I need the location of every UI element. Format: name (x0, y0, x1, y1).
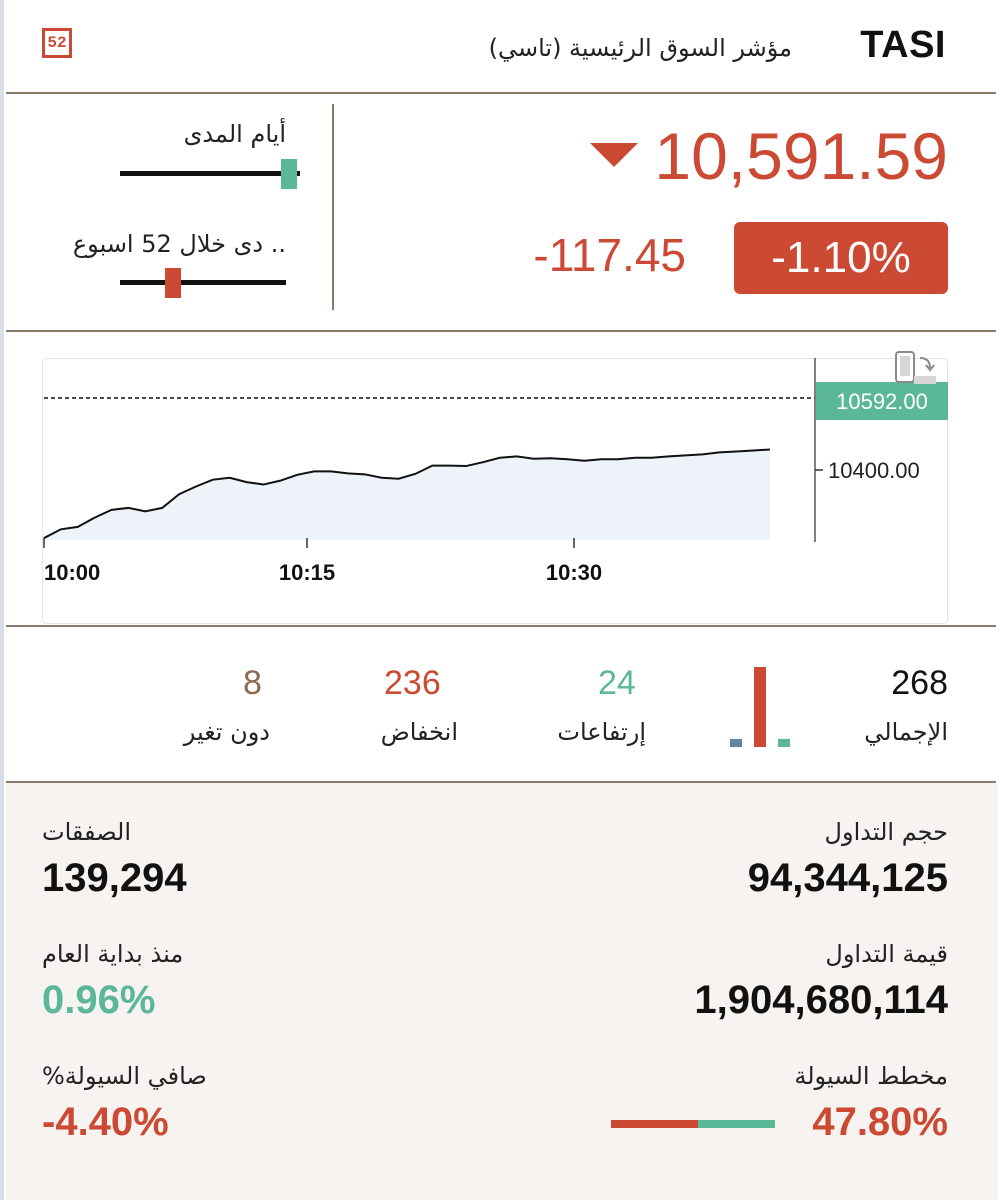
day-range-marker (280, 159, 297, 189)
rotate-screen-icon[interactable] (892, 350, 940, 386)
week52-range-label: .. دى خلال 52 اسبوع (72, 230, 286, 258)
net-liquidity-label: صافي السيولة% (42, 1062, 207, 1090)
market-logo-icon[interactable]: 52 (42, 28, 72, 58)
volume-value: 94,344,125 (747, 856, 948, 900)
volume-label: حجم التداول (824, 818, 948, 846)
total-label: الإجمالي (864, 718, 948, 746)
chart-price-line (43, 448, 771, 539)
header-divider (6, 92, 996, 94)
chart-x-tick-label: 10:00 (44, 560, 100, 585)
unchanged-count: 8 (243, 664, 262, 702)
advancers-count: 24 (598, 664, 636, 702)
chart-x-tick-label: 10:30 (546, 560, 602, 585)
stats-panel (6, 783, 998, 1200)
week52-range-bar (120, 280, 286, 285)
chart-area-fill (44, 449, 770, 540)
chart-divider (6, 625, 996, 627)
chart-frame (42, 358, 948, 624)
turnover-value: 1,904,680,114 (694, 978, 948, 1022)
net-liquidity-value: -4.40% (42, 1100, 169, 1144)
total-count: 268 (891, 664, 948, 702)
ytd-label: منذ بداية العام (42, 940, 184, 968)
chart-y-tick-label: 10400.00 (828, 458, 920, 483)
advancers-label: إرتفاعات (557, 718, 646, 746)
vertical-divider (332, 104, 334, 310)
trades-value: 139,294 (42, 856, 187, 900)
turnover-label: قيمة التداول (825, 940, 948, 968)
unchanged-label: دون تغير (183, 718, 270, 746)
breadth-mini-bars (730, 667, 790, 747)
liquidity-bar-outflow (611, 1120, 698, 1128)
breadth-bar-unchanged (730, 739, 742, 747)
decliners-label: انخفاض (380, 718, 458, 746)
liquidity-bar-inflow (698, 1120, 775, 1128)
ytd-value: 0.96% (42, 978, 156, 1022)
trades-label: الصفقات (42, 818, 131, 846)
window-edge (0, 0, 4, 1200)
index-price: 10,591.59 (654, 119, 948, 193)
breadth-divider (6, 781, 996, 783)
liquidity-chart-value: 47.80% (812, 1100, 948, 1144)
day-range-bar (120, 171, 300, 176)
chart-last-value-badge (816, 382, 948, 420)
week52-range-marker (165, 268, 181, 298)
breadth-bar-down (754, 667, 766, 747)
change-percent-badge: -1.10% (734, 222, 948, 294)
breadth-bar-up (778, 738, 790, 747)
price-divider (6, 330, 996, 332)
price-change: -117.45 (533, 229, 686, 281)
index-title: مؤشر السوق الرئيسية (تاسي) (488, 34, 792, 62)
down-arrow-icon (590, 143, 638, 167)
intraday-chart[interactable]: 10:00 10:15 10:30 10400.00 10592.00 (0, 0, 1004, 640)
chart-x-tick-label: 10:15 (279, 560, 335, 585)
liquidity-chart-label: مخطط السيولة (794, 1062, 948, 1090)
chart-last-value-label: 10592.00 (836, 389, 928, 414)
index-symbol: TASI (860, 24, 946, 66)
decliners-count: 236 (384, 664, 441, 702)
day-range-label: أيام المدى (183, 120, 286, 148)
